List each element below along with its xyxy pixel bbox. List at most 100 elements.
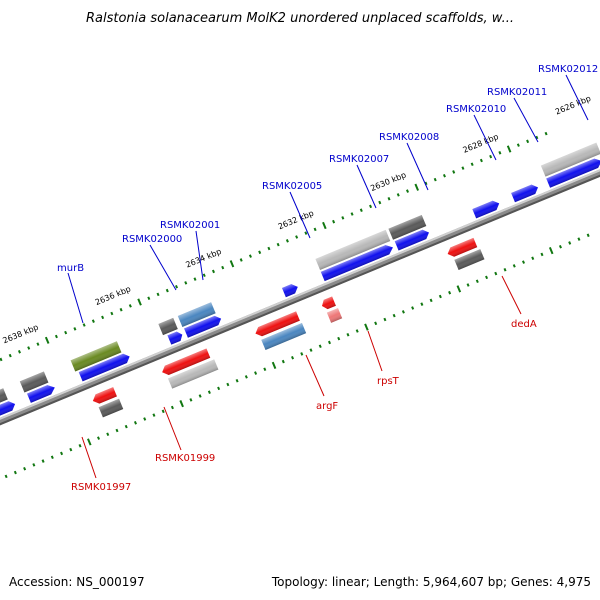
forward-tick	[147, 296, 151, 300]
forward-tick	[110, 311, 114, 316]
gene-label-RSMK02007[interactable]: RSMK02007	[329, 154, 389, 165]
chromosome-backbone	[0, 103, 600, 493]
forward-tick	[387, 196, 391, 201]
forward-tick-track	[0, 131, 548, 362]
reverse-tick	[263, 367, 267, 372]
reverse-tick	[152, 413, 156, 417]
forward-tick	[44, 336, 50, 344]
reverse-tick	[456, 285, 462, 293]
kbp-label: 2630 kbp	[369, 170, 407, 193]
reverse-tick	[78, 444, 82, 448]
gene-label-dedA[interactable]: dedA	[511, 319, 537, 330]
forward-tick	[405, 189, 409, 193]
reverse-tick	[244, 375, 248, 379]
forward-tick	[156, 292, 160, 297]
forward-tick	[489, 154, 493, 159]
forward-tick	[165, 288, 169, 293]
reverse-tick	[383, 317, 387, 322]
gene-RSMK02008[interactable]	[388, 214, 430, 251]
gene-RSMK02001[interactable]	[177, 301, 223, 338]
reverse-tick	[207, 390, 211, 394]
forward-tick	[498, 151, 502, 155]
forward-tick	[433, 177, 437, 182]
forward-tick	[322, 221, 327, 230]
reverse-tick	[226, 382, 230, 387]
forward-tick	[341, 216, 345, 220]
gene-label-rpsT[interactable]: rpsT	[377, 376, 400, 387]
gene-label-RSMK02000[interactable]: RSMK02000	[122, 234, 182, 245]
forward-tick	[332, 219, 336, 224]
gene-RSMK02011[interactable]	[511, 183, 540, 203]
gene-dedA[interactable]	[446, 237, 485, 271]
reverse-tick	[13, 470, 17, 475]
forward-tick	[193, 277, 197, 281]
forward-tick	[359, 208, 363, 212]
reverse-tick	[374, 321, 378, 326]
reverse-strand-genes	[91, 237, 485, 419]
gene-RSMK01999[interactable]	[160, 347, 219, 389]
forward-tick	[0, 357, 3, 362]
gene-RSMK02000[interactable]	[158, 317, 184, 346]
reverse-tick	[503, 267, 507, 272]
reverse-tick	[401, 310, 405, 314]
gene-label-RSMK02011[interactable]: RSMK02011	[487, 87, 547, 98]
forward-tick	[202, 273, 206, 278]
gene-argF[interactable]	[254, 311, 307, 351]
gene-block[interactable]	[0, 386, 17, 419]
reverse-tick	[548, 246, 554, 255]
forward-tick	[91, 319, 95, 323]
forward-tick	[211, 269, 215, 274]
reverse-tick	[558, 245, 562, 249]
kbp-label: 2626 kbp	[554, 94, 592, 117]
reverse-tick	[448, 290, 452, 295]
reverse-tick	[50, 455, 54, 460]
forward-tick	[369, 204, 373, 209]
reverse-tick	[346, 333, 350, 337]
reverse-tick	[60, 451, 64, 456]
forward-tick	[479, 158, 483, 163]
gene-label-RSMK02005[interactable]: RSMK02005	[262, 181, 322, 192]
gene-label-RSMK01999[interactable]: RSMK01999	[155, 453, 215, 464]
forward-tick	[442, 173, 446, 178]
gene-rpsT[interactable]	[320, 296, 343, 324]
reverse-tick	[198, 394, 202, 398]
forward-tick	[119, 307, 123, 312]
reverse-tick	[586, 233, 590, 238]
forward-tick	[304, 231, 308, 235]
gene-label-argF[interactable]: argF	[316, 401, 338, 412]
gene-label-RSMK02008[interactable]: RSMK02008	[379, 132, 439, 143]
gene-RSMK02010[interactable]	[472, 199, 501, 219]
reverse-tick	[170, 405, 174, 410]
gene-RSMK02007[interactable]	[315, 229, 394, 282]
gene-RSMK01997[interactable]	[91, 387, 124, 419]
reverse-tick	[161, 409, 165, 414]
forward-tick	[101, 315, 105, 320]
reverse-tick	[87, 438, 92, 446]
gene-RSMK02005[interactable]	[282, 282, 300, 298]
gene-block[interactable]	[19, 370, 57, 404]
forward-tick	[285, 239, 289, 243]
forward-tick	[175, 284, 179, 289]
gene-RSMK02012[interactable]	[540, 142, 600, 188]
reverse-tick	[106, 432, 110, 437]
gene-label-RSMK02001[interactable]: RSMK02001	[160, 220, 220, 231]
reverse-tick	[364, 323, 369, 331]
gene-label-RSMK01997[interactable]: RSMK01997	[71, 482, 131, 493]
forward-tick	[526, 139, 530, 144]
forward-tick	[378, 200, 382, 205]
reverse-tick	[392, 313, 396, 318]
reverse-tick	[124, 424, 128, 429]
reverse-tick	[355, 329, 359, 333]
gene-label-RSMK02010[interactable]: RSMK02010	[446, 104, 506, 115]
kbp-label: 2632 kbp	[277, 209, 315, 232]
reverse-tick	[133, 421, 137, 425]
reverse-tick	[438, 294, 442, 299]
gene-murB[interactable]	[70, 339, 132, 383]
gene-label-RSMK02012[interactable]: RSMK02012	[538, 64, 598, 75]
forward-tick	[424, 181, 428, 186]
forward-tick	[470, 162, 474, 167]
reverse-tick	[429, 298, 433, 303]
gene-label-murB[interactable]: murB	[57, 263, 84, 274]
reverse-tick	[531, 256, 535, 261]
